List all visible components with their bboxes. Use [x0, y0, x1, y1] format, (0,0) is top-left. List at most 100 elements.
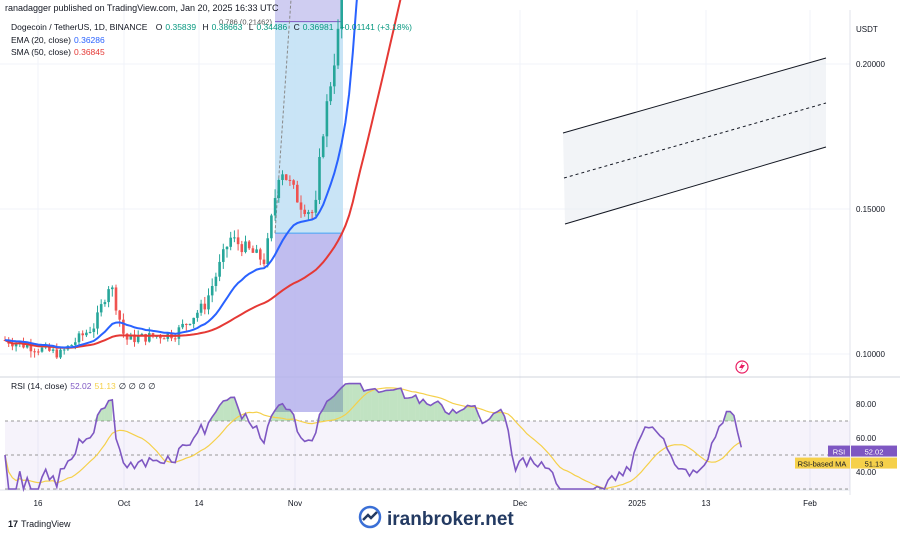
candle [270, 215, 273, 239]
candle [122, 319, 125, 334]
rsi-overbought-fill [104, 400, 109, 421]
rsi-ma-tag-text: RSI-based MA [798, 460, 847, 469]
legend-rsi-value: 52.02 [70, 381, 92, 391]
legend-c-label: C [293, 22, 300, 32]
rsi-overbought-fill [330, 395, 335, 421]
time-tick-1: Oct [118, 499, 131, 508]
rsi-overbought-fill [441, 404, 446, 421]
candle [37, 351, 40, 353]
candle [118, 310, 121, 320]
candle [325, 101, 329, 137]
legend-rsi-ma-value: 51.13 [94, 381, 116, 391]
candle [218, 261, 221, 277]
rsi-overbought-fill [349, 383, 353, 421]
candle [329, 86, 332, 102]
rsi-overbought-fill [419, 399, 424, 421]
legend-h-value: 0.38663 [211, 22, 243, 32]
fib-zone-0.618 [275, 0, 343, 22]
candle [11, 343, 14, 347]
rsi-overbought-fill [389, 389, 394, 421]
watermark-logo-icon [358, 505, 382, 535]
rsi-tick-2: 40.00 [856, 468, 877, 477]
rsi-overbought-fill [223, 400, 227, 421]
candle [74, 342, 77, 345]
candle [273, 198, 277, 216]
legend-symbol-row: Dogecoin / TetherUS, 1D, BINANCE O 0.3583… [11, 22, 412, 32]
candle [225, 246, 229, 250]
candle [247, 241, 251, 249]
candle [81, 333, 84, 336]
candle [284, 174, 288, 180]
candle [188, 323, 192, 325]
rsi-ma-value-text: 51.13 [865, 460, 884, 469]
currency-label[interactable]: USDT [856, 25, 878, 34]
legend-l-label: L [248, 22, 254, 32]
candle [207, 295, 210, 310]
rsi-overbought-fill [430, 403, 435, 421]
rsi-overbought-fill [227, 397, 231, 421]
rsi-overbought-fill [345, 383, 350, 421]
rsi-overbought-fill [323, 401, 327, 421]
tradingview-logo[interactable]: 17 TradingView [8, 519, 71, 529]
rsi-overbought-fill [386, 390, 390, 421]
price-tick-6: 0.15000 [856, 205, 885, 214]
candle [314, 199, 318, 213]
candle [99, 304, 103, 313]
candle [33, 351, 36, 353]
time-tick-5: 2025 [628, 499, 646, 508]
rsi-overbought-fill [375, 388, 379, 421]
publish-header: ranadagger published on TradingView.com,… [5, 3, 279, 13]
rsi-overbought-fill [471, 405, 475, 421]
rsi-overbought-fill [101, 407, 105, 421]
price-tick-7: 0.10000 [856, 350, 885, 359]
rsi-overbought-fill [215, 405, 220, 421]
candle [199, 303, 203, 313]
candle [40, 347, 44, 352]
candle [296, 184, 299, 203]
rsi-overbought-fill [378, 391, 383, 421]
fib-label-0.786: 0.786 (0.21462) [219, 18, 272, 27]
tradingview-mark-icon: 17 [8, 519, 19, 529]
candle [299, 202, 303, 210]
rsi-overbought-fill [289, 409, 294, 421]
candle [222, 249, 225, 262]
candle [255, 249, 258, 253]
legend-sma-label: SMA (50, close) [11, 47, 71, 57]
candle [173, 338, 177, 340]
candle [233, 237, 236, 239]
rsi-tag [828, 445, 850, 457]
candle [181, 323, 184, 328]
candle [307, 212, 310, 215]
candle [92, 328, 96, 332]
rsi-overbought-fill [412, 395, 416, 421]
flash-icon[interactable] [735, 360, 749, 374]
rsi-overbought-fill [449, 409, 453, 421]
candle [303, 209, 306, 215]
rsi-overbought-fill [434, 401, 438, 421]
candle [129, 334, 133, 340]
candle [236, 237, 240, 245]
rsi-overbought-fill [319, 408, 324, 421]
legend-ema-row: EMA (20, close) 0.36286 [11, 35, 105, 45]
rsi-ma-tag [795, 457, 850, 469]
rsi-overbought-fill [363, 389, 368, 421]
rsi-overbought-fill [460, 409, 464, 421]
rsi-overbought-fill [437, 401, 442, 421]
candle [251, 248, 255, 253]
legend-rsi-label: RSI (14, close) [11, 381, 68, 391]
rsi-overbought-fill [286, 409, 290, 421]
time-tick-3: Nov [288, 499, 302, 508]
rsi-overbought-fill [426, 403, 431, 421]
legend-o-label: O [155, 22, 163, 32]
legend-sma-row: SMA (50, close) 0.36845 [11, 47, 105, 57]
candle [59, 349, 62, 358]
rsi-overbought-fill [393, 388, 398, 421]
candle [103, 302, 107, 305]
rsi-overbought-fill [382, 390, 387, 421]
candle [51, 349, 55, 351]
candle [210, 286, 214, 296]
candle [136, 336, 140, 343]
rsi-overbought-fill [726, 411, 731, 421]
watermark-text: iranbroker.net [387, 509, 514, 531]
